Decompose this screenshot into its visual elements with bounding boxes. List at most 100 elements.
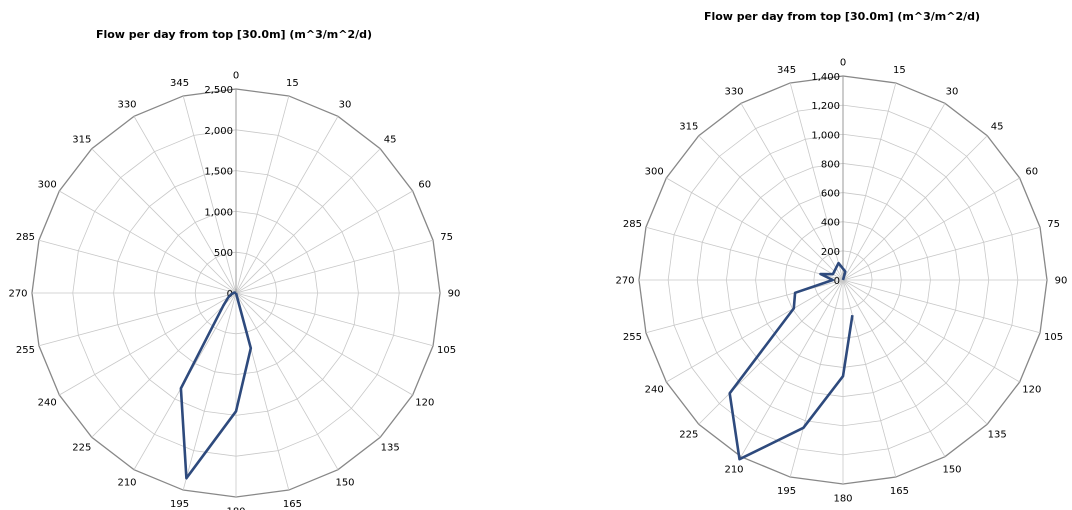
series-line [728, 261, 854, 461]
grid-spoke [235, 148, 381, 294]
polar-plot: 0 15 30 45 60 75 90 105 120 135 150 165 180 195 210 225… [615, 58, 1068, 505]
polar-chart-left: Flow per day from top [30.0m] (m^3/m^2/d… [0, 0, 480, 510]
angle-tick-label: 15 [893, 65, 906, 76]
radial-tick-label: 1,000 [811, 130, 840, 141]
grid-spoke [645, 226, 844, 281]
series-line [179, 291, 253, 480]
chart-title: Flow per day from top [30.0m] (m^3/m^2/d… [95, 28, 373, 41]
chart-title: Flow per day from top [30.0m] (m^3/m^2/d… [703, 10, 981, 23]
angle-tick-label: 285 [16, 232, 35, 243]
angle-tick-label: 165 [283, 499, 302, 510]
angle-tick-label: 225 [72, 443, 91, 454]
angle-tick-label: 315 [679, 121, 698, 132]
angle-tick-label: 285 [623, 219, 642, 230]
angle-tick-label: 45 [991, 121, 1004, 132]
grid-spoke [235, 190, 413, 294]
grid-spoke [842, 177, 1020, 281]
radial-tick-label: 1,500 [204, 167, 233, 178]
grid-spoke [789, 279, 844, 478]
grid-spoke [59, 190, 237, 294]
grid-spoke [740, 279, 844, 457]
angle-tick-label: 270 [615, 276, 634, 287]
angle-tick-label: 330 [117, 100, 136, 111]
angle-tick-label: 315 [72, 134, 91, 145]
angle-tick-label: 135 [988, 430, 1007, 441]
polar-chart-right: Flow per day from top [30.0m] (m^3/m^2/d… [600, 0, 1072, 510]
angle-tick-label: 0 [233, 71, 239, 82]
radial-tick-label: 200 [821, 247, 840, 258]
angle-tick-label: 90 [1055, 276, 1068, 287]
grid-spoke [91, 148, 237, 294]
angle-tick-label: 255 [16, 345, 35, 356]
angle-tick-label: 150 [942, 464, 961, 475]
radial-tick-label: 400 [821, 218, 840, 229]
grid-spoke [182, 95, 237, 294]
grid-spoke [842, 82, 897, 281]
radial-tick-label: 500 [214, 248, 233, 259]
angle-tick-label: 345 [777, 65, 796, 76]
angle-tick-label: 195 [777, 486, 796, 497]
grid-spoke [235, 292, 434, 347]
angle-tick-label: 210 [724, 464, 743, 475]
angle-tick-label: 60 [418, 180, 431, 191]
angle-tick-label: 135 [381, 443, 400, 454]
angle-tick-label: 270 [8, 289, 27, 300]
grid-spoke [789, 82, 844, 281]
grid-spoke [842, 279, 946, 457]
angle-tick-label: 120 [415, 398, 434, 409]
angle-tick-label: 30 [339, 100, 352, 111]
angle-tick-label: 105 [1044, 332, 1063, 343]
grid-spoke [698, 279, 844, 425]
angle-tick-label: 210 [117, 477, 136, 488]
angle-tick-label: 300 [38, 180, 57, 191]
angle-tick-label: 0 [840, 58, 846, 69]
grid-spoke [842, 279, 1041, 334]
radial-tick-label: 0 [834, 276, 840, 287]
grid-spoke [842, 279, 1020, 383]
grid-spoke [235, 239, 434, 294]
grid-spoke [59, 292, 237, 396]
polar-plot: 0 15 30 45 60 75 90 105 120 135 150 165 180 195 210 225… [8, 71, 461, 510]
grid-spoke [133, 116, 237, 294]
grid-spoke [38, 239, 237, 294]
grid-spoke [698, 135, 844, 281]
radial-tick-label: 1,200 [811, 101, 840, 112]
angle-tick-label: 240 [645, 385, 664, 396]
angle-tick-label: 180 [226, 507, 245, 510]
grid-spoke [666, 177, 844, 281]
radial-tick-label: 2,000 [204, 126, 233, 137]
angle-tick-label: 150 [335, 477, 354, 488]
grid-spoke [182, 292, 237, 491]
radial-tick-label: 2,500 [204, 85, 233, 96]
angle-tick-label: 30 [946, 87, 959, 98]
grid-spoke [235, 292, 339, 470]
radial-tick-label: 600 [821, 189, 840, 200]
grid-spoke [842, 279, 897, 478]
angle-tick-label: 300 [645, 167, 664, 178]
grid-spoke [91, 292, 237, 438]
angle-tick-label: 15 [286, 78, 299, 89]
angle-tick-label: 120 [1022, 385, 1041, 396]
angle-tick-label: 90 [448, 289, 461, 300]
grid-spoke [235, 292, 413, 396]
angle-tick-label: 45 [384, 134, 397, 145]
angle-tick-label: 60 [1025, 167, 1038, 178]
radial-tick-label: 1,400 [811, 72, 840, 83]
angle-tick-label: 75 [440, 232, 453, 243]
angle-tick-label: 75 [1047, 219, 1060, 230]
radial-tick-label: 1,000 [204, 207, 233, 218]
angle-tick-label: 345 [170, 78, 189, 89]
grid-spoke [235, 292, 381, 438]
grid-spoke [842, 103, 946, 281]
grid-spoke [38, 292, 237, 347]
angle-tick-label: 330 [724, 87, 743, 98]
grid-spoke [235, 116, 339, 294]
angle-tick-label: 225 [679, 430, 698, 441]
grid-spoke [235, 95, 290, 294]
grid-spoke [842, 226, 1041, 281]
angle-tick-label: 195 [170, 499, 189, 510]
grid-spoke [842, 135, 988, 281]
angle-tick-label: 165 [890, 486, 909, 497]
radial-tick-label: 800 [821, 159, 840, 170]
angle-tick-label: 180 [833, 494, 852, 505]
